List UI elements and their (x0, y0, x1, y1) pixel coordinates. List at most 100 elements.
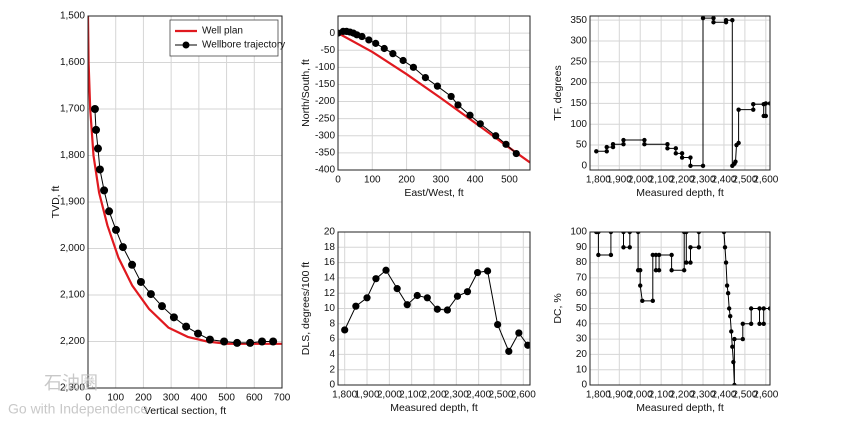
data-point (169, 313, 178, 322)
data-point (767, 101, 770, 106)
data-point (679, 155, 685, 160)
data-point (621, 245, 626, 250)
data-point (729, 329, 734, 334)
x-tick-label: 700 (274, 393, 291, 404)
data-point (724, 283, 730, 288)
x-tick-label: 2,300 (444, 390, 469, 401)
y-tick-label: 1,900 (60, 197, 85, 208)
data-point (194, 329, 203, 338)
data-point (748, 321, 754, 326)
data-point (751, 102, 756, 107)
plot-frame (589, 15, 771, 171)
x-tick-label: 1,800 (586, 175, 611, 186)
x-tick-label: 2,000 (628, 390, 653, 401)
legend-label: Well plan (202, 26, 243, 37)
plot-area (594, 16, 770, 169)
data-point (731, 359, 736, 365)
data-point (669, 268, 674, 273)
chart-panel: 0 100 200 300 400 500 600 700 1,500 1,600 1,700 1,8… (50, 11, 291, 417)
x-tick-label: 400 (191, 393, 208, 404)
y-tick-label: 8 (329, 318, 335, 329)
y-axis-title: TVD, ft (50, 186, 62, 219)
data-point (512, 149, 520, 158)
y-tick-label: 12 (324, 288, 336, 299)
y-tick-label: 1,500 (60, 11, 85, 22)
y-tick-label: 10 (324, 303, 336, 314)
x-tick-label: 2,100 (649, 175, 674, 186)
x-tick-label: 2,500 (732, 390, 757, 401)
data-point (341, 326, 349, 334)
data-point (136, 277, 145, 286)
data-point (730, 344, 735, 349)
data-point (494, 320, 502, 329)
y-tick-label: 200 (570, 77, 587, 88)
plot-area (88, 16, 282, 347)
x-tick-label: 1,900 (607, 175, 632, 186)
data-point (610, 141, 616, 147)
x-tick-label: 100 (107, 393, 124, 404)
data-point (403, 301, 411, 309)
x-tick-label: 1,800 (332, 390, 357, 401)
watermark-slogan: Go with Independence (8, 401, 148, 417)
data-point (382, 266, 390, 274)
data-point (751, 107, 756, 112)
y-tick-label: 50 (576, 303, 588, 314)
x-axis-title: Measured depth, ft (390, 402, 478, 414)
x-tick-label: 200 (398, 175, 415, 186)
data-point (688, 260, 693, 265)
data-point (443, 306, 451, 314)
y-tick-label: 2 (329, 364, 335, 375)
data-point (92, 125, 101, 134)
x-tick-label: 2,600 (753, 175, 778, 186)
y-tick-label: 2,000 (60, 243, 85, 254)
y-tick-label: 4 (329, 349, 335, 360)
watermark-logo: 石油圈 (44, 373, 98, 393)
x-tick-label: 2,500 (732, 175, 757, 186)
chart-panel: 1,8001,9002,0002,1002,2002,3002,4002,500… (552, 227, 779, 414)
data-point (372, 39, 380, 47)
y-tick-label: -100 (315, 62, 335, 73)
y-tick-label: 18 (324, 242, 336, 253)
x-tick-label: 1,900 (355, 390, 380, 401)
y-tick-label: 250 (570, 56, 587, 67)
y-axis-title: DLS, degrees/100 ft (300, 262, 312, 355)
y-tick-label: 1,600 (60, 57, 85, 68)
x-axis-title: East/West, ft (404, 187, 463, 199)
data-point (763, 113, 769, 119)
data-point (100, 186, 109, 195)
data-point (372, 275, 380, 283)
y-tick-label: 2,300 (60, 383, 85, 394)
data-point (688, 155, 693, 160)
chart-panel: 1,8001,9002,0002,1002,2002,3002,4002,500… (300, 227, 536, 414)
y-tick-label: -400 (315, 165, 335, 176)
x-tick-label: 2,600 (511, 390, 536, 401)
x-tick-label: 100 (364, 175, 381, 186)
data-point (763, 101, 769, 106)
y-axis-title: DC, % (552, 293, 564, 323)
data-point (736, 140, 741, 146)
data-point (596, 252, 601, 258)
legend-box (169, 19, 279, 57)
y-tick-label: 10 (576, 364, 588, 375)
x-tick-label: 2,000 (628, 175, 653, 186)
data-point (696, 245, 702, 250)
data-point (627, 245, 632, 250)
data-point (732, 382, 737, 385)
data-point (604, 144, 609, 150)
data-point (656, 252, 662, 258)
data-point (205, 335, 214, 344)
data-point (433, 305, 441, 313)
y-axis-title: North/South, ft (300, 59, 312, 127)
data-point (182, 322, 191, 331)
data-point (111, 225, 120, 234)
data-point (515, 329, 523, 337)
y-tick-label: 60 (576, 288, 588, 299)
y-tick-label: 1,800 (60, 150, 85, 161)
plot-frame (337, 231, 531, 386)
y-tick-label: 0 (581, 380, 587, 391)
data-point (389, 50, 397, 58)
data-point (90, 105, 99, 113)
data-point (621, 141, 626, 147)
data-point (638, 268, 643, 273)
data-point (733, 159, 738, 164)
